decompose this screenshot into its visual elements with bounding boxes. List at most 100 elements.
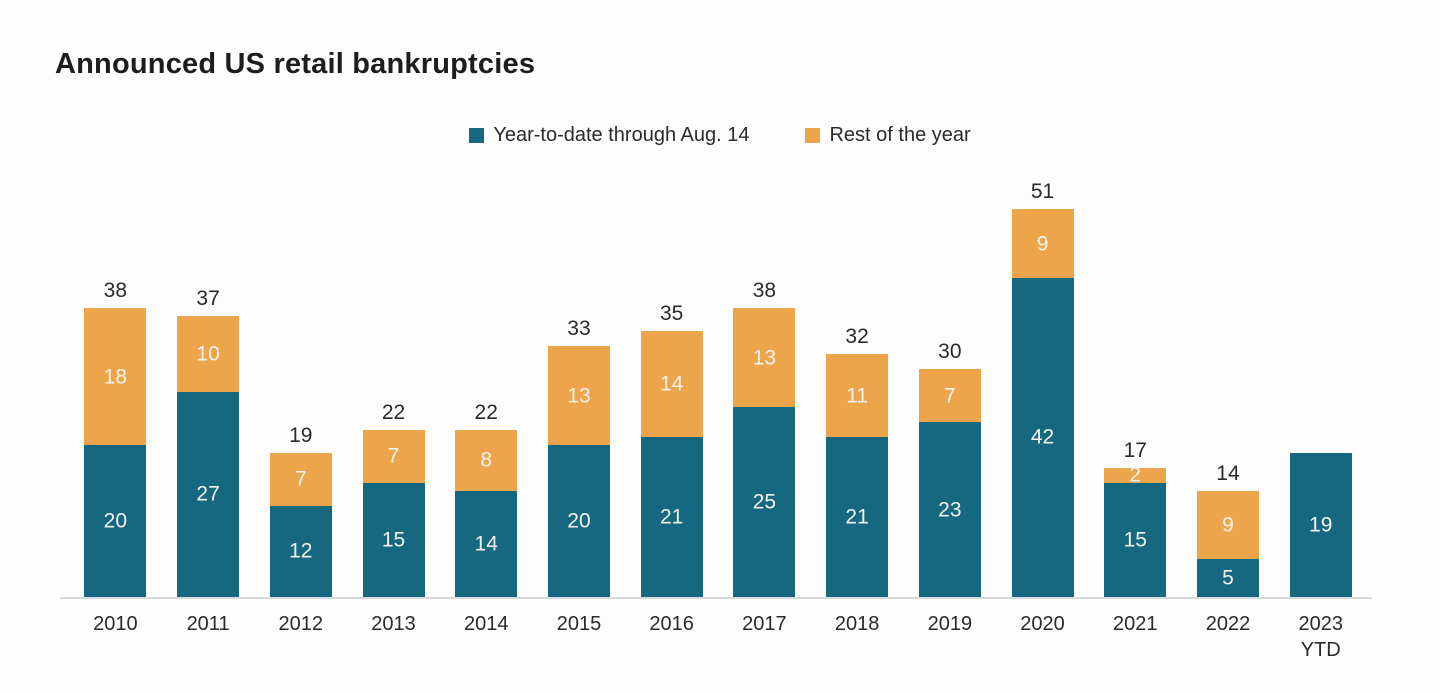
- bar-column-2021: 17 2 15: [1089, 160, 1182, 597]
- bar-total-label-2018: 32: [845, 324, 869, 348]
- bar-total-label-2010: 38: [103, 279, 128, 303]
- segment-rest-2016: 14: [640, 331, 703, 438]
- stacked-bar-2016: 14 21: [640, 331, 703, 597]
- segment-rest-2013: 7: [362, 429, 425, 483]
- bar-column-2012: 19 7 12: [254, 160, 347, 597]
- x-axis-line: [60, 597, 1372, 599]
- segment-value-label: 7: [387, 444, 400, 468]
- segment-value-label: 2: [1129, 463, 1142, 487]
- segment-value-label: 15: [1123, 528, 1147, 552]
- bar-total-label-2014: 22: [474, 400, 498, 424]
- segment-ytd-2015: 20: [547, 445, 610, 597]
- bar-total-label-2019: 30: [938, 340, 962, 364]
- x-axis-label-2016: 2016: [649, 613, 694, 635]
- bar-total-label-2020: 51: [1030, 180, 1055, 204]
- segment-rest-2012: 7: [269, 452, 332, 506]
- x-axis-label-2018: 2018: [834, 613, 880, 635]
- x-axis-label-2013: 2013: [371, 613, 416, 635]
- bar-column-2019: 30 7 23: [903, 160, 996, 597]
- x-axis-labels: 2010 2011 2012 2013 2014 2015 2016 2017 2018 2019…: [69, 611, 1367, 663]
- bar-total-label-2022: 14: [1216, 461, 1240, 485]
- segment-value-label: 21: [659, 505, 684, 529]
- segment-rest-2022: 9: [1196, 490, 1259, 559]
- legend: Year-to-date through Aug. 14 Rest of the…: [0, 124, 1440, 147]
- segment-value-label: 27: [196, 482, 220, 506]
- stacked-bar-2021: 2 15: [1104, 463, 1167, 597]
- segment-ytd-2013: 15: [362, 483, 425, 597]
- segment-rest-2010: 18: [84, 308, 147, 445]
- bar-column-2023: 19: [1274, 160, 1367, 597]
- segment-value-label: 25: [752, 490, 777, 514]
- segment-rest-2017: 13: [733, 308, 796, 407]
- bar-total-label-2013: 22: [381, 400, 406, 424]
- x-axis-label-2020: 2020: [1020, 613, 1065, 635]
- segment-rest-2014: 8: [455, 429, 518, 491]
- segment-rest-2015: 13: [547, 346, 610, 445]
- x-axis-label-2010: 2010: [93, 613, 138, 635]
- x-axis-label-2017: 2017: [742, 613, 787, 635]
- x-axis-label-2019: 2019: [927, 613, 973, 635]
- bar-total-label-2015: 33: [567, 317, 591, 341]
- stacked-bar-2020: 9 42: [1011, 209, 1074, 597]
- segment-ytd-2012: 12: [269, 505, 332, 597]
- segment-value-label: 7: [943, 384, 956, 408]
- chart-title: Announced US retail bankruptcies: [55, 48, 536, 80]
- segment-value-label: 20: [567, 509, 591, 533]
- segment-rest-2020: 9: [1011, 209, 1074, 278]
- stacked-bar-2019: 7 23: [918, 369, 981, 597]
- bar-column-2014: 22 8 14: [440, 160, 533, 597]
- bar-column-2013: 22 7 15: [347, 160, 440, 597]
- segment-value-label: 8: [480, 448, 493, 472]
- x-axis-label-2011: 2011: [186, 613, 230, 635]
- segment-ytd-2014: 14: [455, 490, 518, 597]
- x-axis-label-2012: 2012: [278, 613, 324, 635]
- legend-label-rest: Rest of the year: [829, 124, 971, 146]
- bar-total-label-2021: 17: [1123, 438, 1147, 462]
- bar-column-2015: 33 13 20: [533, 160, 626, 597]
- segment-value-label: 20: [103, 509, 128, 533]
- x-axis-label-2021: 2021: [1113, 613, 1158, 635]
- segment-value-label: 12: [289, 539, 313, 563]
- segment-value-label: 11: [846, 384, 869, 408]
- segment-ytd-2020: 42: [1011, 277, 1074, 597]
- bar-total-label-2012: 19: [289, 423, 313, 447]
- x-axis-label-2015: 2015: [556, 613, 602, 635]
- segment-value-label: 10: [196, 342, 220, 366]
- segment-rest-2011: 10: [177, 315, 240, 392]
- segment-ytd-2017: 25: [733, 407, 796, 597]
- segment-ytd-2023: 19: [1289, 452, 1352, 597]
- segment-value-label: 42: [1030, 425, 1055, 449]
- legend-label-ytd: Year-to-date through Aug. 14: [493, 124, 750, 146]
- chart-area: 38 18 20 37 10 27 19 7 12 22 7 15 22 8 14 33 13 20 35 14 21 3…: [69, 160, 1367, 597]
- segment-value-label: 14: [474, 532, 498, 556]
- stacked-bar-2015: 13 20: [547, 346, 610, 597]
- segment-value-label: 14: [659, 372, 684, 396]
- segment-ytd-2018: 21: [826, 437, 889, 597]
- stacked-bar-2011: 10 27: [177, 315, 240, 597]
- segment-value-label: 18: [103, 365, 128, 389]
- legend-swatch-rest-icon: [805, 128, 821, 143]
- segment-rest-2021: 2: [1104, 463, 1167, 487]
- bar-column-2010: 38 18 20: [69, 160, 162, 597]
- stacked-bar-2017: 13 25: [733, 308, 796, 597]
- segment-rest-2018: 11: [826, 353, 889, 438]
- segment-value-label: 15: [381, 528, 406, 552]
- segment-value-label: 13: [752, 346, 777, 370]
- segment-value-label: 21: [845, 505, 869, 529]
- segment-value-label: 23: [938, 498, 962, 522]
- x-axis-label-2023: 2023 YTD: [1298, 613, 1343, 661]
- stacked-bar-2012: 7 12: [269, 452, 332, 597]
- segment-ytd-2016: 21: [640, 437, 703, 597]
- segment-ytd-2019: 23: [918, 422, 981, 597]
- segment-value-label: 13: [567, 384, 591, 408]
- bar-column-2017: 38 13 25: [718, 160, 811, 597]
- bar-column-2020: 51 9 42: [996, 160, 1089, 597]
- stacked-bar-2013: 7 15: [362, 429, 425, 597]
- stacked-bar-2010: 18 20: [84, 308, 147, 597]
- segment-value-label: 7: [294, 467, 307, 491]
- legend-item-rest: Rest of the year: [805, 124, 971, 147]
- bar-column-2011: 37 10 27: [162, 160, 255, 597]
- segment-value-label: 19: [1309, 513, 1333, 537]
- segment-ytd-2011: 27: [177, 391, 240, 597]
- segment-value-label: 9: [1036, 232, 1049, 256]
